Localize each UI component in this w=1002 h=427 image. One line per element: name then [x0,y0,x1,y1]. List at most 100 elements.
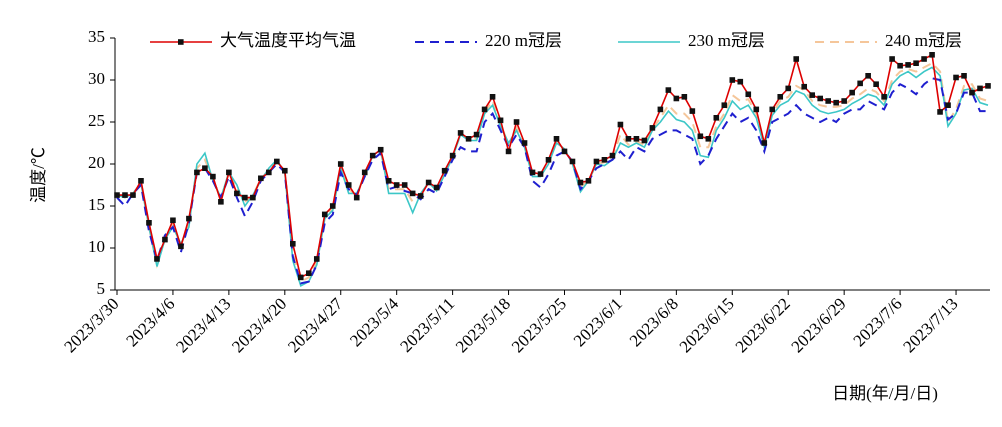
point-marker [529,169,536,176]
point-marker [889,56,895,62]
point-marker [569,158,576,165]
point-marker [465,136,472,142]
legend-label: 220 m冠层 [485,31,562,50]
point-marker [274,158,280,165]
x-tick-label: 2023/7/6 [850,294,906,350]
x-tick-label: 2023/4/6 [122,294,178,350]
point-marker [929,52,935,58]
point-marker [969,89,975,96]
point-marker [977,85,983,92]
point-marker [377,146,384,153]
x-tick-label: 2023/4/13 [172,294,234,356]
point-marker [745,91,752,98]
point-marker [753,106,760,113]
point-marker [737,78,744,85]
point-marker [953,74,959,81]
point-marker [769,106,776,113]
point-marker [793,56,800,62]
point-marker [649,125,656,131]
point-marker [561,148,568,155]
series-line [116,61,989,284]
point-marker [130,192,136,198]
y-tick-label: 35 [88,27,105,46]
point-marker [162,236,168,243]
x-tick-label: 2023/5/4 [346,294,403,351]
point-marker [945,102,951,108]
x-tick-label: 2023/6/29 [788,294,850,356]
point-marker [761,140,768,146]
point-marker [665,87,672,93]
point-marker [905,62,911,68]
point-marker [521,140,528,146]
point-marker [609,152,616,159]
point-marker [210,173,216,180]
point-marker [849,89,855,96]
point-marker [138,178,144,184]
point-marker [226,169,232,176]
y-axis-label: 温度/℃ [29,147,48,203]
point-marker [234,190,240,197]
point-marker [809,92,816,98]
legend-label: 230 m冠层 [688,31,765,50]
point-marker [329,203,336,209]
point-marker [577,179,584,186]
x-tick-label: 2023/7/13 [899,294,961,356]
legend-marker [178,39,184,45]
point-marker [657,106,664,113]
point-marker [857,80,863,87]
point-marker [785,85,792,92]
point-marker [593,158,600,165]
point-marker [433,184,440,191]
x-axis-label: 日期(年/月/日) [832,384,938,403]
point-marker [537,171,544,177]
point-marker [833,99,839,106]
point-marker [801,83,808,90]
x-tick-label: 2023/5/18 [452,294,514,356]
point-marker [401,182,408,188]
point-marker [913,60,919,66]
point-marker [841,98,847,104]
point-marker [393,182,400,188]
point-marker [242,194,248,201]
point-marker [825,98,831,104]
point-marker [881,94,887,100]
y-tick-label: 15 [88,195,105,214]
point-marker [417,193,424,199]
point-marker [505,148,512,155]
point-marker [545,157,552,163]
point-marker [258,175,264,182]
point-marker [513,119,520,125]
y-tick-label: 20 [88,153,105,172]
point-marker [313,256,320,262]
point-marker [122,192,128,198]
y-tick-label: 30 [88,69,105,88]
x-tick-label: 2023/6/15 [676,294,738,356]
point-marker [282,167,288,174]
point-marker [601,157,608,163]
point-marker [937,109,943,115]
point-marker [321,211,328,218]
point-marker [289,241,296,247]
point-marker [985,83,991,89]
point-marker [457,130,464,136]
legend-label: 大气温度平均气温 [220,31,356,50]
point-marker [441,167,448,174]
point-marker [673,95,680,102]
point-marker [681,94,688,100]
point-marker [865,73,871,79]
point-marker [305,270,312,276]
point-marker [713,115,720,121]
point-marker [473,131,480,138]
point-marker [297,274,304,281]
point-marker [705,136,712,142]
point-marker [266,169,272,176]
series-line [116,77,988,285]
point-marker [641,137,648,144]
point-marker [194,169,200,176]
point-marker [817,95,823,102]
point-marker [617,121,624,128]
point-marker [337,161,344,167]
y-tick-label: 5 [97,279,106,298]
point-marker [449,152,456,159]
point-marker [202,165,208,171]
